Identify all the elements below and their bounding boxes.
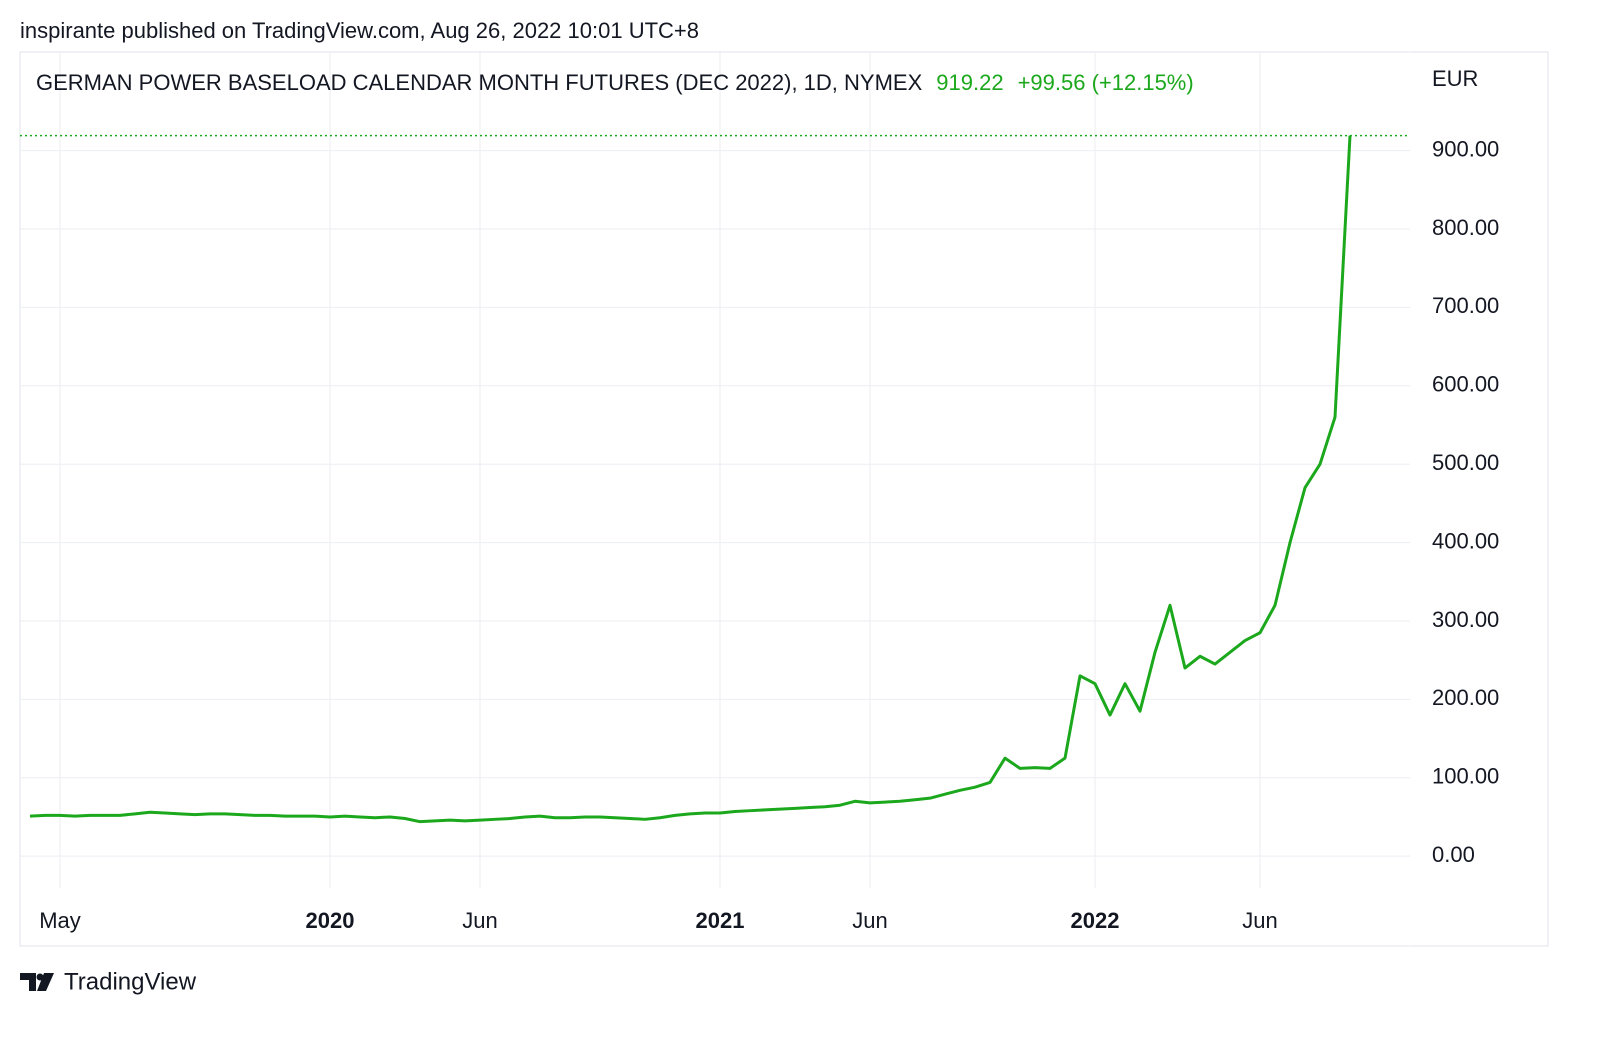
last-price: 919.22 [936, 70, 1003, 95]
price-change: +99.56 (+12.15%) [1018, 70, 1194, 95]
y-tick-label: 100.00 [1432, 764, 1499, 789]
y-tick-label: 500.00 [1432, 450, 1499, 475]
y-tick-label: 700.00 [1432, 293, 1499, 318]
y-tick-label: 300.00 [1432, 607, 1499, 632]
chart-title: GERMAN POWER BASELOAD CALENDAR MONTH FUT… [36, 70, 923, 95]
header: inspirante published on TradingView.com,… [20, 18, 699, 43]
y-tick-label: 400.00 [1432, 528, 1499, 553]
price-line [29, 135, 1352, 824]
y-tick-label: 900.00 [1432, 136, 1499, 161]
y-axis-label: EUR [1432, 66, 1478, 91]
plot [20, 134, 1410, 824]
x-tick-label: May [39, 908, 81, 933]
y-tick-label: 800.00 [1432, 215, 1499, 240]
x-tick-label: Jun [852, 908, 887, 933]
grid [20, 52, 1410, 888]
y-tick-label: 200.00 [1432, 685, 1499, 710]
x-tick-label: 2021 [696, 908, 745, 933]
x-tick-label: Jun [462, 908, 497, 933]
x-tick-label: 2022 [1071, 908, 1120, 933]
brand: TradingView [64, 968, 197, 995]
x-tick-label: Jun [1242, 908, 1277, 933]
y-tick-label: 600.00 [1432, 372, 1499, 397]
brand-logo [20, 973, 54, 991]
x-tick-label: 2020 [306, 908, 355, 933]
y-tick-label: 0.00 [1432, 842, 1475, 867]
chart-frame [19, 51, 1549, 947]
